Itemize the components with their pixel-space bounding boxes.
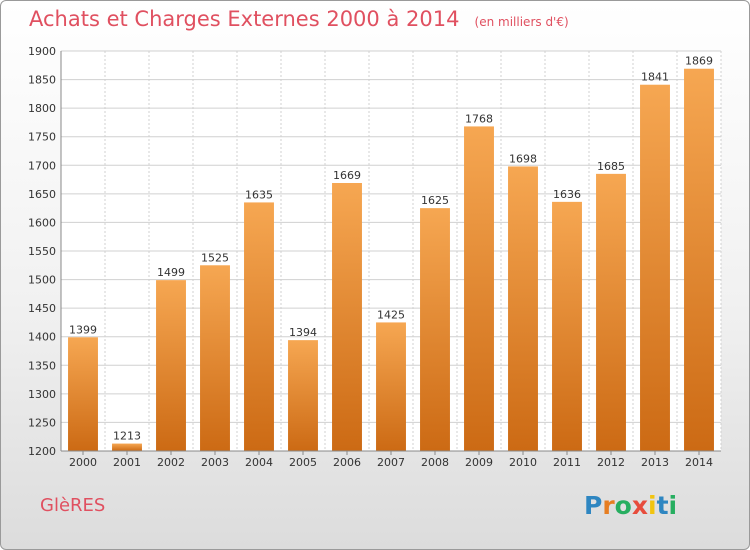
bar-2010 (508, 166, 538, 451)
x-tick-label: 2014 (685, 456, 713, 469)
bar-2004 (244, 202, 274, 451)
value-label: 1499 (157, 266, 185, 279)
value-label: 1625 (421, 194, 449, 207)
logo-letter: P (584, 491, 603, 520)
y-tick-label: 1700 (28, 159, 56, 172)
bar-2000 (68, 337, 98, 451)
y-tick-label: 1600 (28, 216, 56, 229)
value-label: 1399 (69, 323, 97, 336)
value-label: 1669 (333, 169, 361, 182)
axis-layer: 1200 1250 1300 1350 1400 1450 1500 1550 1600 1650… (28, 45, 721, 469)
value-label: 1685 (597, 160, 625, 173)
value-label: 1525 (201, 251, 229, 264)
y-tick-label: 1650 (28, 188, 56, 201)
y-tick-label: 1900 (28, 45, 56, 58)
x-tick-label: 2004 (245, 456, 273, 469)
y-tick-label: 1850 (28, 74, 56, 87)
value-label: 1635 (245, 188, 273, 201)
x-tick-label: 2010 (509, 456, 537, 469)
value-label: 1636 (553, 188, 581, 201)
x-tick-label: 2000 (69, 456, 97, 469)
bar-2002 (156, 280, 186, 451)
logo-letter: x (631, 491, 648, 520)
bar-2003 (200, 265, 230, 451)
y-tick-label: 1200 (28, 445, 56, 458)
x-tick-label: 2008 (421, 456, 449, 469)
bar-2011 (552, 201, 582, 451)
bar-2009 (464, 126, 494, 451)
bar-2007 (376, 322, 406, 451)
y-tick-label: 1300 (28, 388, 56, 401)
value-label: 1394 (289, 326, 317, 339)
chart-subtitle: (en milliers d'€) (474, 15, 569, 29)
proxiti-logo: Proxiti (584, 491, 677, 520)
value-label: 1698 (509, 152, 537, 165)
logo-letter: t (656, 491, 669, 520)
logo-letter: i (668, 491, 678, 520)
x-tick-label: 2005 (289, 456, 317, 469)
bar-2013 (640, 84, 670, 451)
x-tick-label: 2011 (553, 456, 581, 469)
bar-2012 (596, 173, 626, 451)
bar-2001 (112, 443, 142, 451)
y-tick-label: 1250 (28, 416, 56, 429)
value-label: 1768 (465, 112, 493, 125)
y-tick-label: 1500 (28, 274, 56, 287)
x-tick-label: 2012 (597, 456, 625, 469)
bar-2014 (684, 68, 714, 451)
value-label: 1425 (377, 308, 405, 321)
bars-layer: 1399 1213 1499 1525 1635 1394 1669 1425 1625 1768… (68, 55, 714, 451)
value-label: 1841 (641, 71, 669, 84)
x-tick-label: 2003 (201, 456, 229, 469)
bar-2008 (420, 208, 450, 451)
value-label: 1869 (685, 55, 713, 68)
logo-letter: o (614, 491, 632, 520)
x-tick-label: 2001 (113, 456, 141, 469)
x-tick-label: 2007 (377, 456, 405, 469)
bar-2006 (332, 183, 362, 451)
y-tick-label: 1450 (28, 302, 56, 315)
bar-2005 (288, 340, 318, 451)
x-tick-label: 2002 (157, 456, 185, 469)
commune-name: GlèRES (40, 495, 106, 516)
logo-letter: i (648, 491, 657, 520)
x-tick-label: 2006 (333, 456, 361, 469)
y-tick-label: 1800 (28, 102, 56, 115)
chart-title: Achats et Charges Externes 2000 à 2014 (29, 7, 460, 31)
y-tick-label: 1350 (28, 359, 56, 372)
value-label: 1213 (113, 430, 141, 443)
y-tick-label: 1400 (28, 331, 56, 344)
y-tick-label: 1750 (28, 131, 56, 144)
x-tick-label: 2009 (465, 456, 493, 469)
y-tick-label: 1550 (28, 245, 56, 258)
x-tick-label: 2013 (641, 456, 669, 469)
title-row: Achats et Charges Externes 2000 à 2014 (… (29, 7, 569, 31)
logo-letter: r (602, 491, 615, 520)
